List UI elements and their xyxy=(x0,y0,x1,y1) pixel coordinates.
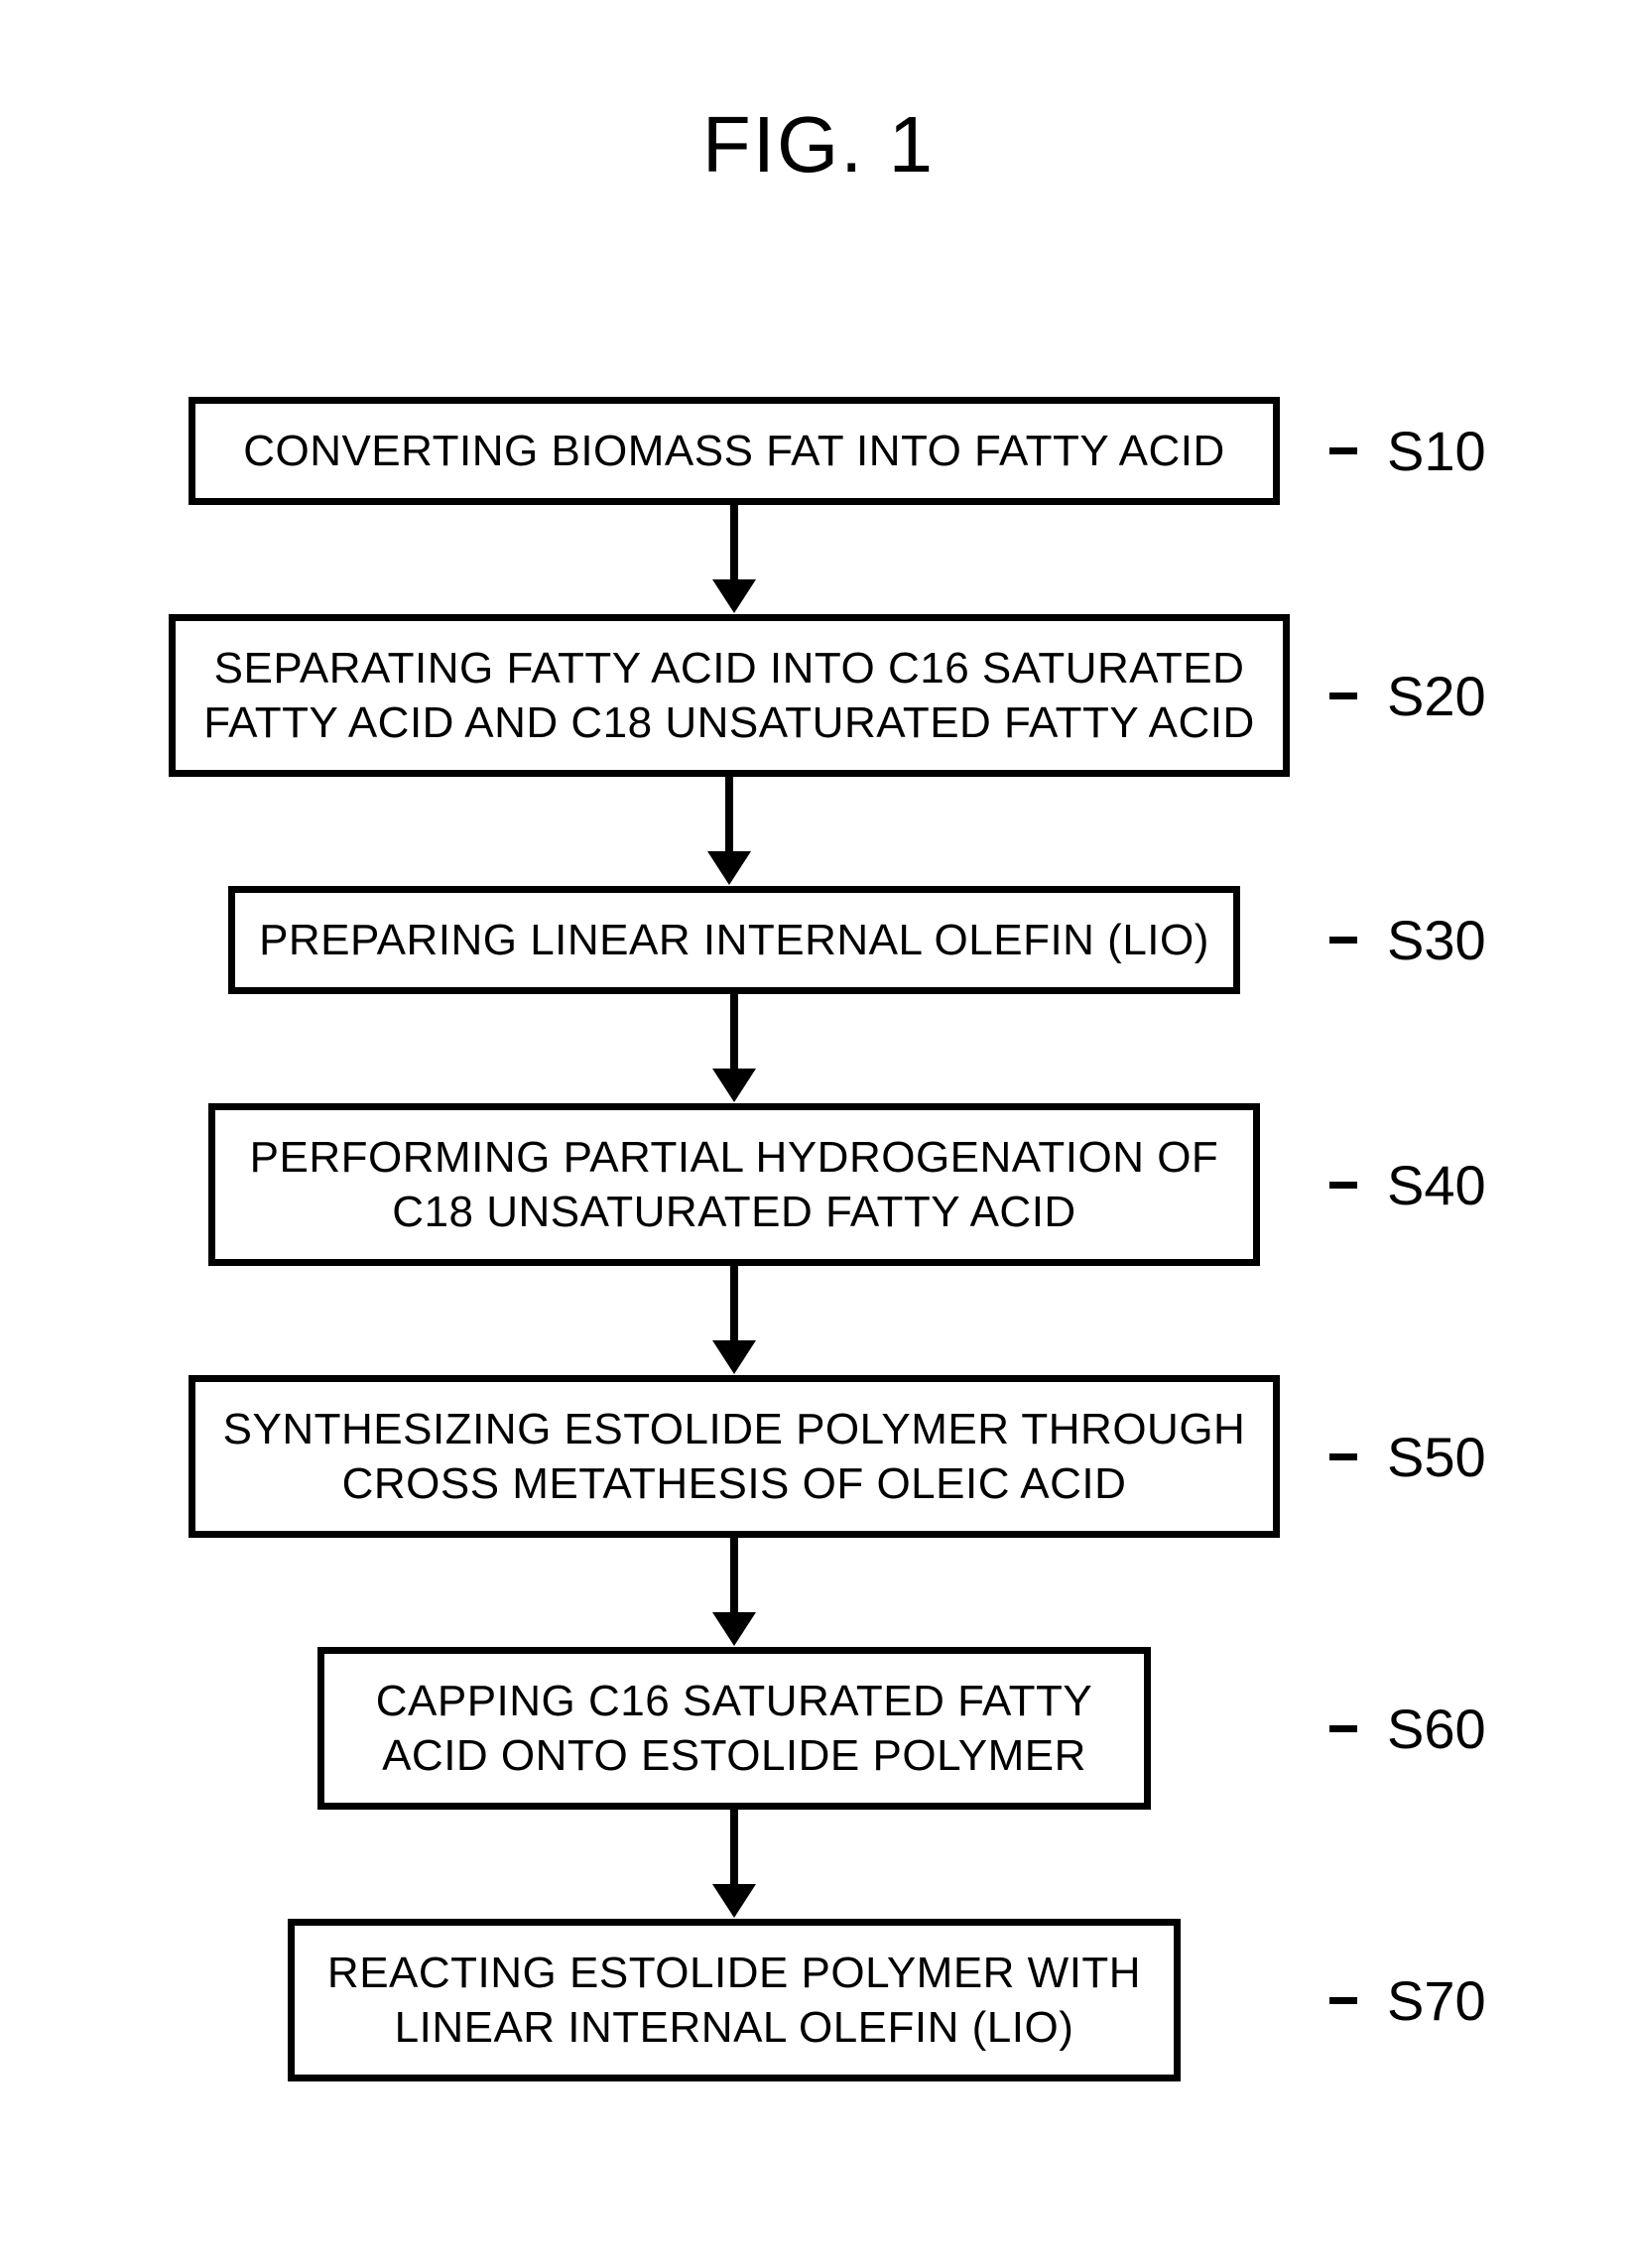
flow-step-text: REACTING ESTOLIDE POLYMER WITH LINEAR IN… xyxy=(327,1946,1141,2055)
flow-arrow xyxy=(129,505,1508,614)
figure-title: FIG. 1 xyxy=(0,99,1637,190)
flow-step-label: S70 xyxy=(1387,1968,1486,2033)
flow-arrow xyxy=(129,1538,1508,1647)
step-label-connector xyxy=(1329,693,1357,699)
flow-step-row: SEPARATING FATTY ACID INTO C16 SATURATED… xyxy=(129,614,1508,777)
flow-step-text: SEPARATING FATTY ACID INTO C16 SATURATED… xyxy=(203,641,1255,750)
step-label-connector xyxy=(1329,1725,1357,1732)
arrow-line xyxy=(730,505,738,580)
flow-step-row: PERFORMING PARTIAL HYDROGENATION OF C18 … xyxy=(129,1103,1508,1266)
flow-step-row: CONVERTING BIOMASS FAT INTO FATTY ACID S1… xyxy=(129,397,1508,505)
step-label-connector xyxy=(1329,1997,1357,2004)
flow-step-label: S60 xyxy=(1387,1697,1486,1761)
flow-step-box: REACTING ESTOLIDE POLYMER WITH LINEAR IN… xyxy=(288,1919,1181,2081)
flow-step-box: CONVERTING BIOMASS FAT INTO FATTY ACID xyxy=(189,397,1280,505)
flow-step-label: S20 xyxy=(1387,664,1486,728)
flow-arrow xyxy=(129,777,1508,886)
arrow-head-icon xyxy=(712,1069,756,1102)
arrow-line xyxy=(730,994,738,1070)
arrow-head-icon xyxy=(712,1612,756,1646)
flow-step-box: SEPARATING FATTY ACID INTO C16 SATURATED… xyxy=(169,614,1290,777)
flow-step-label: S50 xyxy=(1387,1425,1486,1489)
flow-step-text: SYNTHESIZING ESTOLIDE POLYMER THROUGH CR… xyxy=(223,1402,1246,1511)
flow-arrow xyxy=(129,1810,1508,1919)
step-label-connector xyxy=(1329,1453,1357,1460)
flow-arrow xyxy=(129,994,1508,1103)
flow-step-box: PERFORMING PARTIAL HYDROGENATION OF C18 … xyxy=(208,1103,1260,1266)
step-label-connector xyxy=(1329,1182,1357,1189)
flow-arrow xyxy=(129,1266,1508,1375)
flow-step-box: SYNTHESIZING ESTOLIDE POLYMER THROUGH CR… xyxy=(189,1375,1280,1538)
flow-step-label: S40 xyxy=(1387,1153,1486,1217)
arrow-head-icon xyxy=(712,579,756,613)
flow-step-text: PERFORMING PARTIAL HYDROGENATION OF C18 … xyxy=(250,1130,1219,1239)
flow-step-row: PREPARING LINEAR INTERNAL OLEFIN (LIO) S3… xyxy=(129,886,1508,994)
arrow-line xyxy=(725,777,733,852)
flow-step-box: PREPARING LINEAR INTERNAL OLEFIN (LIO) xyxy=(228,886,1240,994)
flow-step-row: SYNTHESIZING ESTOLIDE POLYMER THROUGH CR… xyxy=(129,1375,1508,1538)
arrow-head-icon xyxy=(712,1340,756,1374)
flow-step-box: CAPPING C16 SATURATED FATTY ACID ONTO ES… xyxy=(317,1647,1151,1810)
flow-step-text: CAPPING C16 SATURATED FATTY ACID ONTO ES… xyxy=(376,1674,1093,1783)
flow-step-row: REACTING ESTOLIDE POLYMER WITH LINEAR IN… xyxy=(129,1919,1508,2081)
flow-step-text: CONVERTING BIOMASS FAT INTO FATTY ACID xyxy=(243,424,1225,478)
flow-step-text: PREPARING LINEAR INTERNAL OLEFIN (LIO) xyxy=(259,913,1209,967)
flowchart-container: CONVERTING BIOMASS FAT INTO FATTY ACID S1… xyxy=(129,397,1508,2081)
flow-step-row: CAPPING C16 SATURATED FATTY ACID ONTO ES… xyxy=(129,1647,1508,1810)
flow-step-label: S10 xyxy=(1387,419,1486,483)
flow-step-label: S30 xyxy=(1387,908,1486,972)
arrow-line xyxy=(730,1266,738,1341)
arrow-head-icon xyxy=(712,1884,756,1918)
arrow-head-icon xyxy=(707,851,751,885)
arrow-line xyxy=(730,1810,738,1885)
step-label-connector xyxy=(1329,937,1357,944)
step-label-connector xyxy=(1329,447,1357,454)
arrow-line xyxy=(730,1538,738,1613)
